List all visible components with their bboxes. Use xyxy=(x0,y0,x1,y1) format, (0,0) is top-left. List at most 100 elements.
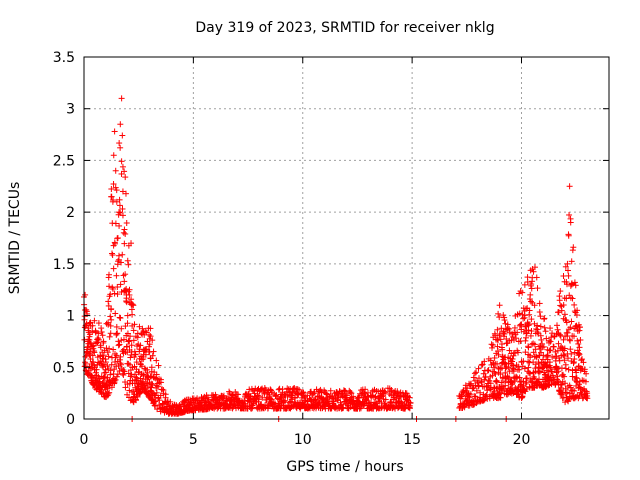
data-point xyxy=(89,343,96,350)
data-point xyxy=(463,390,470,397)
data-point xyxy=(121,368,128,375)
data-point xyxy=(119,188,126,195)
data-point xyxy=(118,325,125,332)
data-point xyxy=(560,351,567,358)
data-point xyxy=(301,394,308,401)
data-point xyxy=(91,364,98,371)
data-point xyxy=(568,258,575,265)
data-point xyxy=(582,378,589,385)
data-point xyxy=(552,348,559,355)
data-point xyxy=(394,390,401,397)
y-tick-label: 3.5 xyxy=(53,50,75,66)
data-point xyxy=(473,387,480,394)
data-point xyxy=(470,384,477,391)
data-point xyxy=(147,333,154,340)
data-point xyxy=(186,401,192,408)
data-point xyxy=(118,259,125,266)
grid-layer xyxy=(84,57,609,419)
data-point xyxy=(125,370,132,377)
data-point xyxy=(348,390,355,397)
data-point xyxy=(499,374,506,381)
data-point xyxy=(146,348,153,355)
data-point xyxy=(527,332,534,339)
data-point xyxy=(557,384,564,391)
data-point xyxy=(153,357,160,364)
data-point xyxy=(235,391,242,398)
data-point xyxy=(140,371,147,378)
data-point xyxy=(321,399,328,406)
data-point xyxy=(481,358,488,365)
data-point xyxy=(119,163,126,170)
x-tick-label: 10 xyxy=(294,432,312,448)
plot-frame xyxy=(83,56,610,420)
data-point xyxy=(116,356,123,363)
data-point xyxy=(568,281,575,288)
data-point xyxy=(98,328,105,335)
data-point xyxy=(102,369,109,376)
data-point xyxy=(148,364,155,371)
data-point xyxy=(114,284,121,291)
data-point xyxy=(108,185,115,192)
data-point xyxy=(575,340,582,347)
data-point xyxy=(491,364,498,371)
data-point xyxy=(119,212,126,219)
data-point xyxy=(525,364,532,371)
data-point xyxy=(584,390,591,397)
data-point xyxy=(128,371,135,378)
data-point xyxy=(225,393,232,400)
data-point xyxy=(121,168,128,175)
data-point xyxy=(108,305,115,312)
data-point xyxy=(168,405,175,412)
data-point xyxy=(547,338,554,345)
data-point xyxy=(190,399,197,406)
data-point xyxy=(280,399,287,406)
data-point xyxy=(478,379,485,386)
data-point xyxy=(470,374,477,381)
data-point xyxy=(546,337,553,344)
data-point xyxy=(563,295,570,302)
data-point xyxy=(118,289,125,296)
data-point xyxy=(481,376,488,383)
data-point xyxy=(128,240,135,247)
data-point xyxy=(524,278,531,285)
data-point xyxy=(475,365,482,372)
data-point xyxy=(568,350,575,357)
data-point xyxy=(498,325,505,332)
data-point xyxy=(82,353,89,360)
data-point xyxy=(110,265,117,272)
data-point xyxy=(266,395,273,402)
data-point xyxy=(131,353,138,360)
data-point xyxy=(113,323,120,330)
data-point xyxy=(123,299,130,306)
data-point xyxy=(492,378,499,385)
data-point xyxy=(560,336,567,343)
data-point xyxy=(130,337,137,344)
data-point xyxy=(474,379,481,386)
data-point xyxy=(105,353,112,360)
data-point xyxy=(527,298,534,305)
data-point xyxy=(137,389,144,396)
data-point xyxy=(583,370,590,377)
data-point xyxy=(299,392,306,399)
data-point xyxy=(99,332,106,339)
data-point xyxy=(181,403,188,410)
data-point xyxy=(127,333,134,340)
data-point xyxy=(400,393,407,400)
data-point xyxy=(107,367,114,374)
data-point xyxy=(109,250,115,257)
data-point xyxy=(501,333,507,340)
data-point xyxy=(118,95,125,102)
data-point xyxy=(536,343,542,350)
data-point xyxy=(489,344,496,351)
data-point xyxy=(577,336,584,343)
data-point xyxy=(478,378,485,385)
data-point xyxy=(509,355,516,362)
data-point xyxy=(120,367,127,374)
data-point xyxy=(513,373,520,380)
data-point xyxy=(574,347,581,354)
y-tick-label: 1 xyxy=(66,309,75,325)
data-point xyxy=(124,257,131,264)
data-point xyxy=(565,272,572,279)
data-point xyxy=(112,220,119,227)
data-point xyxy=(497,336,504,343)
